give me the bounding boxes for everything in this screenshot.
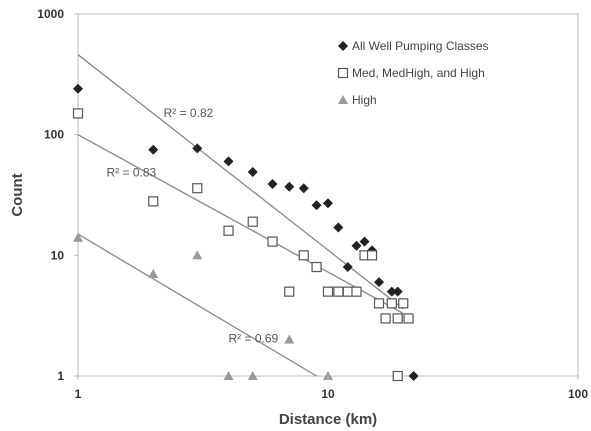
y-axis-title: Count — [9, 173, 26, 216]
data-point — [342, 262, 353, 273]
data-point — [284, 286, 295, 297]
legend: All Well Pumping Classes Med, MedHigh, an… — [337, 39, 489, 107]
data-point — [247, 167, 258, 178]
trendline — [77, 134, 404, 315]
data-point — [351, 286, 362, 297]
legend-label: Med, MedHigh, and High — [352, 66, 485, 80]
r-squared-label: R² = 0.83 — [106, 166, 156, 180]
data-point — [192, 143, 203, 154]
y-tick-label: 100 — [44, 128, 64, 142]
data-point — [223, 156, 234, 167]
data-point — [267, 179, 278, 190]
data-point — [322, 286, 334, 297]
data-point — [392, 370, 403, 382]
data-point — [386, 286, 397, 297]
legend-marker — [338, 41, 348, 51]
data-point — [386, 298, 397, 309]
r-squared-label: R² = 0.82 — [164, 106, 214, 120]
data-point — [392, 286, 403, 297]
data-point — [298, 250, 309, 261]
x-tick-label: 100 — [568, 387, 588, 401]
trendline — [77, 233, 317, 377]
plot-area — [77, 13, 579, 377]
data-point — [374, 277, 385, 288]
r-squared-label: R² = 0.69 — [229, 331, 279, 345]
data-point — [267, 236, 278, 247]
data-point — [342, 286, 353, 297]
legend-marker — [337, 67, 349, 79]
data-point — [311, 261, 322, 273]
y-tick-label: 1 — [57, 369, 64, 383]
data-point — [351, 240, 362, 251]
y-tick-label: 1000 — [37, 7, 64, 21]
legend-marker — [338, 95, 348, 104]
x-tick-label: 10 — [321, 387, 335, 401]
data-point — [247, 371, 258, 380]
data-point — [148, 269, 159, 279]
data-point — [73, 83, 83, 94]
y-tick-label: 10 — [51, 248, 65, 262]
x-tick-label: 1 — [75, 387, 82, 401]
data-point — [392, 313, 403, 324]
data-point — [323, 198, 333, 209]
data-point — [148, 196, 159, 207]
data-point — [323, 371, 333, 380]
data-point — [73, 232, 83, 242]
data-point — [311, 200, 322, 211]
data-point — [380, 313, 391, 324]
data-point — [192, 250, 203, 260]
data-point — [398, 298, 409, 309]
data-point — [408, 371, 419, 381]
data-point — [284, 181, 295, 192]
data-point — [333, 286, 344, 297]
data-point — [247, 216, 258, 227]
data-point — [72, 108, 84, 119]
data-point — [366, 250, 378, 261]
legend-label: High — [352, 93, 377, 107]
data-point — [373, 298, 385, 309]
data-point — [359, 236, 370, 247]
data-point — [223, 225, 234, 236]
legend-label: All Well Pumping Classes — [352, 39, 489, 53]
data-point — [333, 222, 344, 233]
data-point — [403, 313, 414, 324]
data-point — [223, 371, 234, 380]
data-point — [284, 334, 295, 344]
x-axis-title: Distance (km) — [279, 411, 377, 428]
data-point — [298, 183, 309, 194]
data-point — [192, 183, 203, 194]
data-point — [148, 144, 159, 155]
